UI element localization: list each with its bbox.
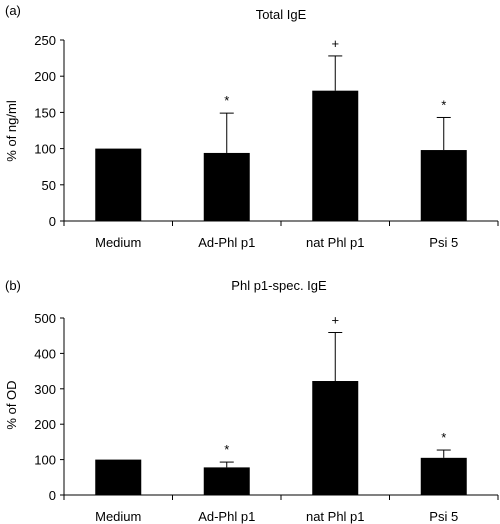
- panel-a-x-tick-label: nat Phl p1: [306, 235, 365, 250]
- panel-b-annotation: *: [224, 442, 229, 457]
- panel-a-annotation: *: [441, 97, 446, 112]
- panel-a-x-tick-label: Medium: [95, 235, 141, 250]
- panel-a-bar: [203, 152, 250, 221]
- panel-b-y-tick-label: 300: [34, 382, 56, 397]
- panel-b-x-tick-label: Psi 5: [429, 509, 458, 524]
- panel-b-y-tick-label: 0: [49, 488, 56, 503]
- panel-b-x-tick-label: nat Phl p1: [306, 509, 365, 524]
- panel-b-bar: [420, 457, 467, 495]
- panel-a-ylabel: % of ng/ml: [4, 100, 19, 162]
- panel-a-y-tick-label: 0: [49, 214, 56, 229]
- panel-a-bar: [95, 148, 142, 221]
- panel-b-bar: [95, 459, 142, 495]
- panel-a-annotation: *: [224, 93, 229, 108]
- panel-b-bar: [312, 381, 359, 495]
- panel-a-y-tick-label: 150: [34, 105, 56, 120]
- panel-b-title: Phl p1-spec. IgE: [231, 278, 327, 293]
- panel-b-x-tick-label: Ad-Phl p1: [198, 509, 255, 524]
- panel-a-x-tick-label: Ad-Phl p1: [198, 235, 255, 250]
- panel-a-bar: [420, 150, 467, 221]
- panel-b-annotation: +: [331, 313, 339, 328]
- panel-a-y-tick-label: 200: [34, 69, 56, 84]
- panel-a-plot: 0 50 100 150 200 250 Medium * Ad-Phl p1 + nat Phl …: [34, 33, 499, 250]
- panel-a-annotation: +: [331, 36, 339, 51]
- panel-b-y-tick-label: 200: [34, 417, 56, 432]
- panel-b-y-tick-label: 100: [34, 453, 56, 468]
- panel-b-annotation: *: [441, 430, 446, 445]
- panel-b-bar: [203, 467, 250, 495]
- panel-a-title: Total IgE: [256, 7, 307, 22]
- panel-a-bar: [312, 90, 359, 222]
- panel-b-ylabel: % of OD: [4, 380, 19, 429]
- panel-b-y-tick-label: 500: [34, 311, 56, 326]
- panel-a-label: (a): [5, 3, 21, 18]
- panel-b-y-tick-label: 400: [34, 346, 56, 361]
- panel-a-x-tick-label: Psi 5: [429, 235, 458, 250]
- panel-a-y-tick-label: 100: [34, 142, 56, 157]
- panel-b-x-tick-label: Medium: [95, 509, 141, 524]
- panel-b-label: (b): [5, 278, 21, 293]
- panel-a-y-tick-label: 250: [34, 33, 56, 48]
- panel-a-y-tick-label: 50: [42, 178, 56, 193]
- panel-b-plot: 0 100 200 300 400 500 Medium * Ad-Phl p1 + nat Phl…: [34, 311, 499, 524]
